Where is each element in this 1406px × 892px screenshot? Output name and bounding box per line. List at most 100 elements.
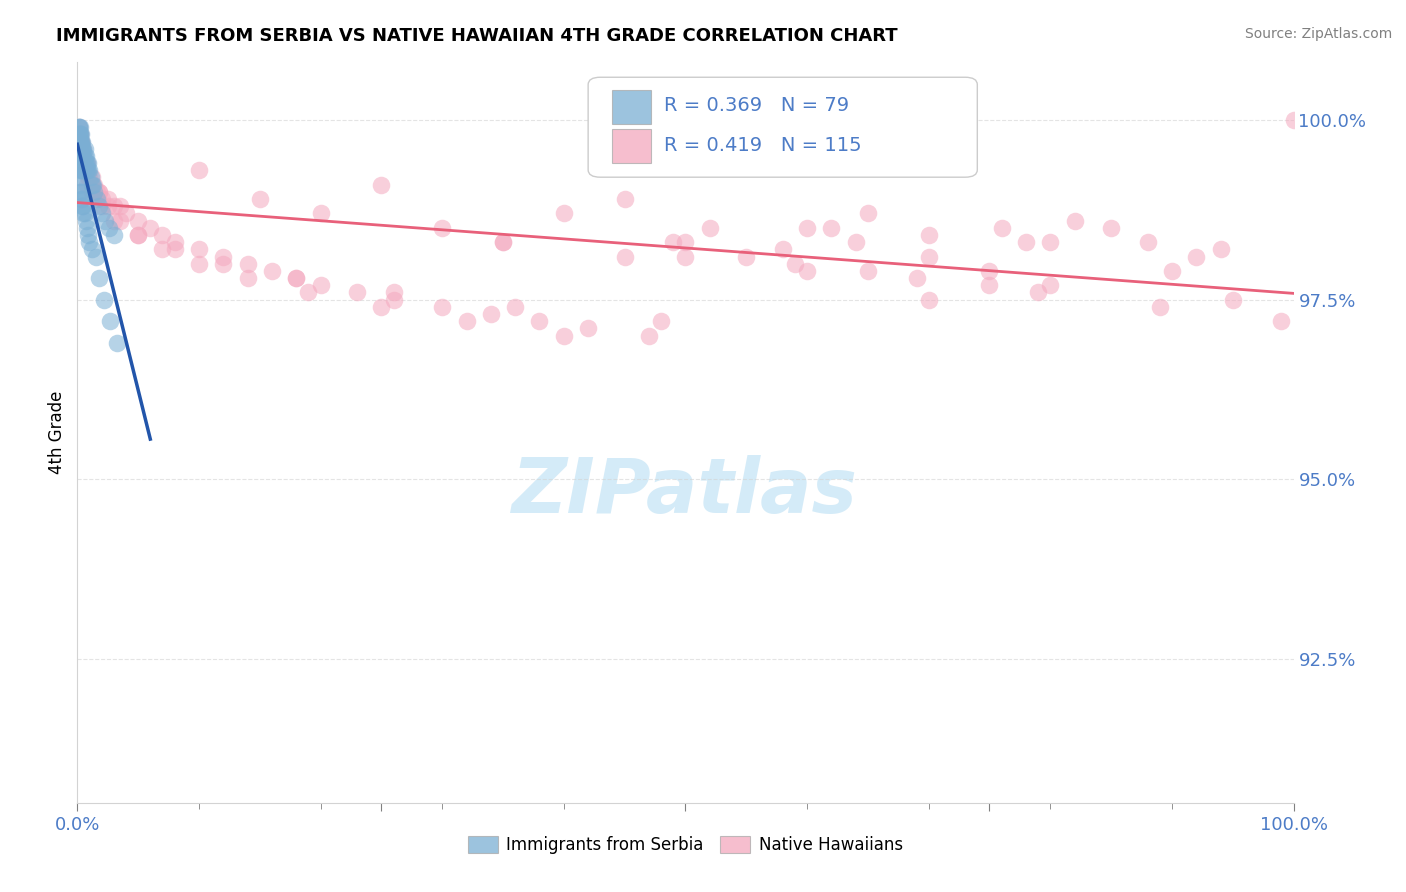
Point <box>1039 278 1062 293</box>
Point <box>70 142 93 156</box>
Point <box>80 178 103 192</box>
Point <box>905 271 928 285</box>
Point <box>1099 220 1122 235</box>
Point <box>772 243 794 257</box>
Point <box>67 142 90 156</box>
Point <box>90 206 112 220</box>
Point <box>107 335 129 350</box>
Point <box>80 178 103 192</box>
Point <box>67 120 90 135</box>
Point <box>845 235 868 249</box>
Point <box>80 185 103 199</box>
Point <box>69 135 91 149</box>
Point <box>75 163 97 178</box>
Point <box>97 220 120 235</box>
Point <box>72 156 94 170</box>
Point <box>70 135 93 149</box>
Point <box>67 135 90 149</box>
Point <box>70 163 93 178</box>
Point <box>75 213 97 227</box>
Point <box>285 271 308 285</box>
Point <box>70 128 93 142</box>
Point <box>67 142 90 156</box>
Point <box>456 314 478 328</box>
Point <box>69 178 91 192</box>
Point <box>188 243 211 257</box>
Point <box>70 135 93 149</box>
Point <box>76 163 98 178</box>
Point <box>70 142 93 156</box>
Point <box>370 300 392 314</box>
Point <box>796 264 818 278</box>
Point <box>75 149 97 163</box>
Point <box>662 235 685 249</box>
Point <box>72 149 94 163</box>
Point <box>70 135 93 149</box>
Point <box>89 185 111 199</box>
Point <box>188 257 211 271</box>
Point <box>77 156 100 170</box>
Point <box>89 185 111 199</box>
Point <box>430 300 453 314</box>
Point <box>503 300 526 314</box>
Point <box>77 227 100 242</box>
Point <box>69 156 91 170</box>
Point <box>236 257 259 271</box>
Point <box>86 185 108 199</box>
Point <box>79 235 101 249</box>
Point <box>735 250 758 264</box>
Point <box>529 314 551 328</box>
Point <box>97 199 120 213</box>
Point <box>1015 235 1038 249</box>
Point <box>990 220 1012 235</box>
Point <box>69 163 91 178</box>
Point <box>70 192 93 206</box>
Point <box>108 213 131 227</box>
Point <box>82 178 104 192</box>
Point <box>72 163 94 178</box>
Point <box>67 135 90 149</box>
Point <box>675 235 697 249</box>
Point <box>979 278 1001 293</box>
Point <box>86 192 108 206</box>
Point <box>67 149 90 163</box>
Point <box>77 163 100 178</box>
Y-axis label: 4th Grade: 4th Grade <box>48 391 66 475</box>
Point <box>1149 300 1171 314</box>
Point <box>69 135 91 149</box>
Point <box>638 328 661 343</box>
Point <box>97 192 120 206</box>
Point <box>152 243 174 257</box>
FancyBboxPatch shape <box>588 78 977 178</box>
Point <box>83 185 105 199</box>
Point <box>70 185 93 199</box>
Point <box>72 149 94 163</box>
Point <box>1282 112 1305 127</box>
Point <box>650 314 672 328</box>
Point <box>70 135 93 149</box>
Point <box>70 149 93 163</box>
Point <box>492 235 515 249</box>
Point <box>76 156 98 170</box>
Point <box>127 213 149 227</box>
Legend: Immigrants from Serbia, Native Hawaiians: Immigrants from Serbia, Native Hawaiians <box>461 830 910 861</box>
Point <box>67 120 90 135</box>
Point <box>309 206 332 220</box>
Point <box>69 128 91 142</box>
Point <box>820 220 842 235</box>
Point <box>94 213 117 227</box>
Point <box>80 243 103 257</box>
Point <box>79 163 101 178</box>
Point <box>79 170 101 185</box>
Point <box>67 128 90 142</box>
Point <box>69 128 91 142</box>
Point <box>285 271 308 285</box>
Point <box>67 149 90 163</box>
Point <box>370 178 392 192</box>
Text: IMMIGRANTS FROM SERBIA VS NATIVE HAWAIIAN 4TH GRADE CORRELATION CHART: IMMIGRANTS FROM SERBIA VS NATIVE HAWAIIA… <box>56 27 898 45</box>
Point <box>70 135 93 149</box>
Point <box>77 170 100 185</box>
Point <box>1185 250 1208 264</box>
Point <box>1161 264 1184 278</box>
Point <box>479 307 502 321</box>
